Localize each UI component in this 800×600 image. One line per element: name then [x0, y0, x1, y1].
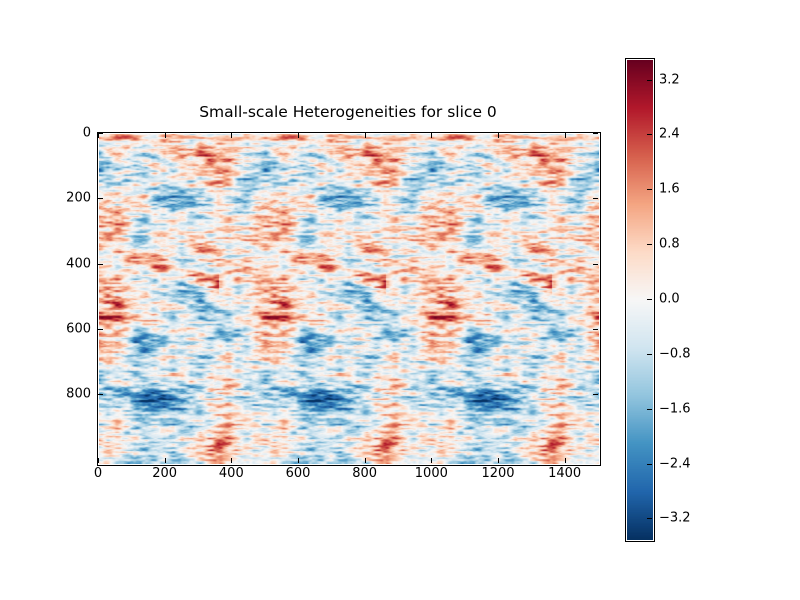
x-tick-label: 800 [352, 466, 378, 481]
heatmap-image [99, 134, 599, 464]
x-tick-mark-top [364, 133, 366, 138]
colorbar-tick-mark [647, 299, 652, 300]
x-tick-label: 1200 [481, 466, 515, 481]
colorbar-tick-label: −3.2 [659, 510, 691, 526]
x-tick-mark-top [298, 133, 299, 138]
x-tick-label: 200 [152, 466, 178, 481]
y-tick-mark [98, 329, 103, 331]
y-tick-mark-right [593, 329, 598, 331]
plot-title: Small-scale Heterogeneities for slice 0 [199, 103, 497, 121]
y-tick-mark [98, 198, 103, 200]
y-tick-label: 0 [82, 125, 91, 141]
colorbar-tick-label: 3.2 [659, 72, 680, 88]
y-tick-label: 400 [66, 256, 91, 272]
colorbar-tick-label: −2.4 [659, 456, 691, 472]
colorbar-tick-mark [647, 189, 652, 191]
colorbar-tick-label: −1.6 [659, 401, 691, 417]
x-tick-mark [431, 458, 433, 463]
colorbar-tick-label: 1.6 [659, 181, 680, 197]
x-tick-mark-top [231, 133, 233, 138]
colorbar-tick-mark [647, 244, 652, 246]
y-tick-mark-right [593, 394, 598, 396]
x-tick-label: 1400 [548, 466, 582, 481]
y-tick-mark-right [593, 133, 598, 134]
y-tick-mark-right [593, 263, 598, 265]
y-tick-mark-right [593, 198, 598, 200]
y-tick-mark [98, 394, 103, 396]
axes-frame [97, 132, 601, 466]
x-tick-mark [498, 458, 499, 463]
colorbar-frame [625, 58, 655, 542]
x-tick-mark-top [498, 133, 499, 138]
x-tick-mark [564, 458, 566, 463]
colorbar-tick-mark [647, 134, 652, 136]
colorbar-gradient [627, 60, 653, 540]
colorbar-tick-mark [647, 353, 652, 355]
x-tick-label: 600 [285, 466, 311, 481]
x-tick-mark [98, 458, 99, 463]
x-tick-mark-top [431, 133, 433, 138]
colorbar-tick-label: 2.4 [659, 126, 680, 142]
colorbar-tick-label: 0.0 [659, 291, 680, 307]
x-tick-mark-top [164, 133, 166, 138]
colorbar-tick-mark [647, 463, 652, 465]
colorbar-tick-mark [647, 79, 652, 81]
y-tick-label: 600 [66, 321, 91, 337]
x-tick-mark-top [564, 133, 566, 138]
x-tick-mark [298, 458, 299, 463]
x-tick-mark [364, 458, 366, 463]
x-tick-label: 0 [93, 466, 103, 481]
x-tick-mark-top [98, 133, 99, 138]
y-tick-mark [98, 263, 103, 265]
x-tick-mark [164, 458, 166, 463]
x-tick-label: 400 [218, 466, 244, 481]
colorbar-tick-mark [647, 408, 652, 410]
colorbar-tick-label: 0.8 [659, 236, 680, 252]
y-tick-label: 800 [66, 386, 91, 402]
y-tick-mark [98, 133, 103, 134]
y-tick-label: 200 [66, 190, 91, 206]
colorbar-tick-mark [647, 518, 652, 520]
x-tick-mark [231, 458, 233, 463]
x-tick-label: 1000 [414, 466, 448, 481]
colorbar-tick-label: −0.8 [659, 346, 691, 362]
